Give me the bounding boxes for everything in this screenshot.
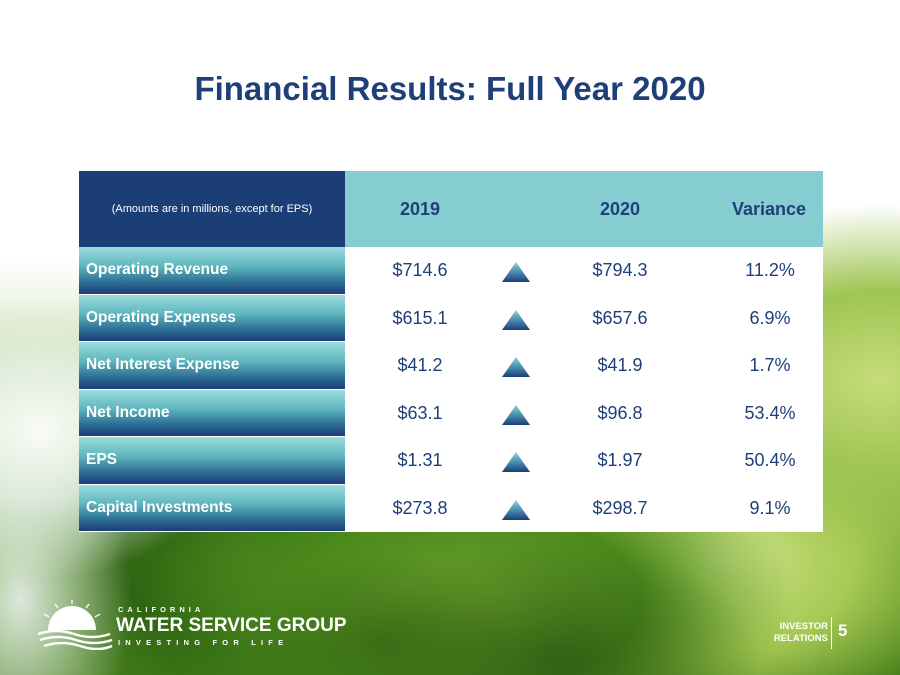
- row-label: Net Interest Expense: [79, 342, 345, 390]
- logo-top-text: CALIFORNIA: [118, 605, 205, 614]
- investor-relations-line2: RELATIONS: [773, 633, 828, 644]
- value-variance: 50.4%: [744, 450, 796, 471]
- slide-title: Financial Results: Full Year 2020: [194, 70, 706, 107]
- up-triangle-icon: [502, 404, 530, 425]
- sun-waves-logo-icon: [37, 600, 113, 650]
- row-values: $273.8 $298.7 9.1%: [345, 484, 823, 532]
- table-row: Net Interest Expense $41.2 $41.9 1.7%: [79, 342, 823, 390]
- table-row: Operating Revenue $714.6 $794.3 11.2%: [79, 247, 823, 295]
- value-variance: 11.2%: [745, 260, 795, 281]
- table-row: EPS $1.31 $1.97 50.4%: [79, 437, 823, 485]
- value-2019: $714.6: [392, 260, 448, 281]
- column-header-2020: 2020: [599, 198, 641, 219]
- column-header-2019: 2019: [399, 198, 441, 219]
- page-number: 5: [838, 621, 848, 640]
- value-2020: $298.7: [592, 497, 648, 518]
- value-variance: 53.4%: [744, 402, 796, 423]
- company-logo: CALIFORNIA WATER SERVICE GROUP INVESTING…: [36, 600, 356, 656]
- up-triangle-icon: [502, 452, 530, 472]
- up-triangle-icon: [502, 309, 530, 330]
- logo-tagline: INVESTING FOR LIFE: [118, 638, 289, 647]
- row-label: Capital Investments: [79, 484, 345, 532]
- financial-results-table: (Amounts are in millions, except for EPS…: [79, 171, 823, 532]
- value-variance: 1.7%: [749, 355, 791, 376]
- table-row: Operating Expenses $615.1 $657.6 6.9%: [79, 294, 823, 342]
- value-2019: $41.2: [397, 355, 443, 376]
- column-header-variance: Variance: [731, 198, 807, 219]
- up-triangle-icon: [502, 262, 530, 282]
- table-row: Capital Investments $273.8 $298.7 9.1%: [79, 484, 823, 532]
- row-values: $41.2 $41.9 1.7%: [345, 342, 823, 390]
- row-label: EPS: [79, 437, 345, 485]
- row-label: Net Income: [79, 389, 345, 437]
- row-values: $1.31 $1.97 50.4%: [345, 437, 823, 485]
- value-variance: 9.1%: [749, 497, 791, 518]
- up-triangle-icon: [502, 357, 530, 377]
- up-triangle-icon: [502, 499, 530, 520]
- table-body: Operating Revenue $714.6 $794.3 11.2% Operat…: [79, 247, 823, 532]
- row-values: $63.1 $96.8 53.4%: [345, 389, 823, 437]
- value-2019: $1.31: [397, 450, 443, 471]
- value-2020: $41.9: [597, 355, 643, 376]
- logo-company-name: WATER SERVICE GROUP: [116, 615, 347, 636]
- row-label: Operating Expenses: [79, 294, 345, 342]
- amounts-note: (Amounts are in millions, except for EPS…: [79, 171, 345, 247]
- value-2020: $1.97: [597, 450, 643, 471]
- footer-divider: [831, 617, 832, 649]
- value-2020: $657.6: [592, 307, 648, 328]
- column-headers: 2019 2020 Variance: [345, 171, 823, 247]
- value-2019: $615.1: [392, 307, 448, 328]
- row-label: Operating Revenue: [79, 247, 345, 295]
- value-2020: $794.3: [592, 260, 648, 281]
- row-values: $714.6 $794.3 11.2%: [345, 247, 823, 295]
- value-2019: $63.1: [397, 402, 443, 423]
- value-variance: 6.9%: [749, 307, 791, 328]
- value-2019: $273.8: [392, 497, 448, 518]
- investor-relations-label: INVESTOR RELATIONS: [770, 621, 828, 645]
- investor-relations-line1: INVESTOR: [779, 621, 828, 632]
- value-2020: $96.8: [597, 402, 643, 423]
- row-values: $615.1 $657.6 6.9%: [345, 294, 823, 342]
- table-header: (Amounts are in millions, except for EPS…: [79, 171, 823, 247]
- table-row: Net Income $63.1 $96.8 53.4%: [79, 389, 823, 437]
